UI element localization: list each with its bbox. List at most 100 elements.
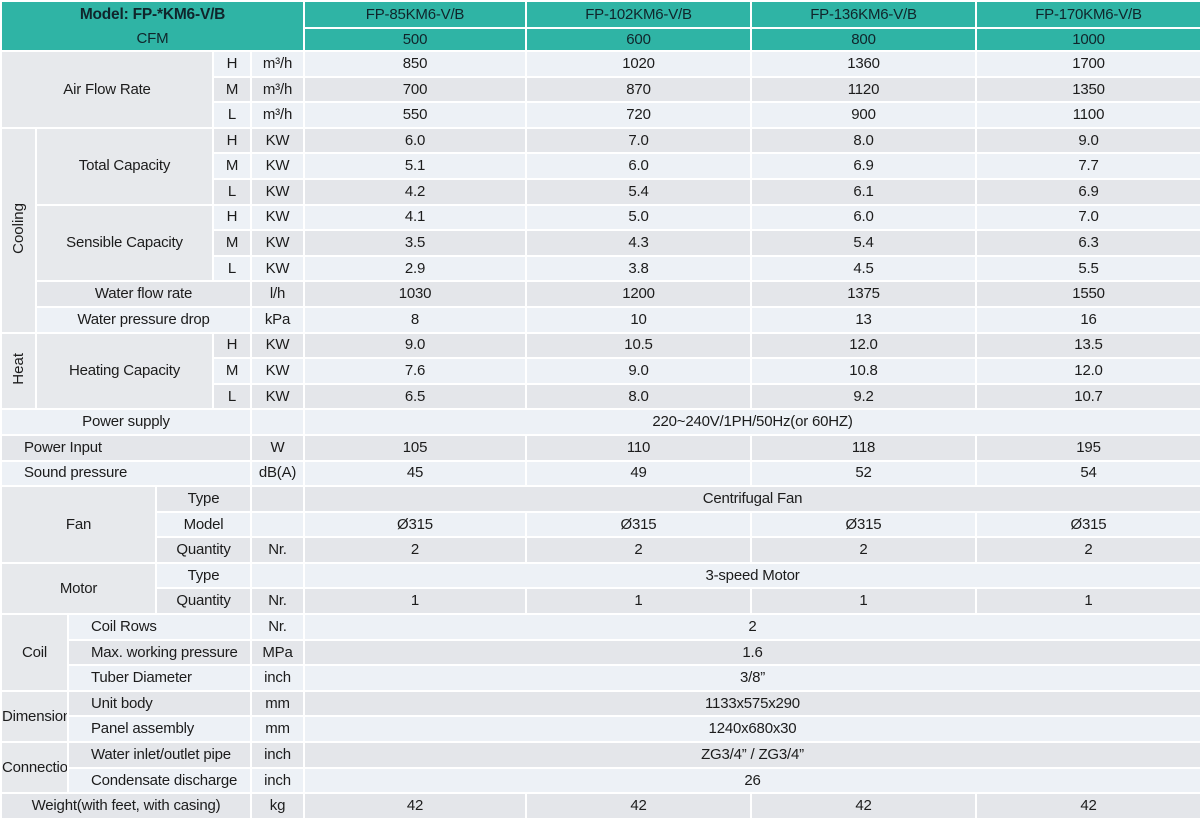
data-cell: 4.5: [750, 254, 977, 283]
data-cell: 720: [525, 101, 752, 129]
row-label-motor-type: Type: [155, 561, 252, 590]
row-label-max-working-pressure: Max. working pressure: [67, 638, 252, 667]
data-cell: 6.0: [303, 126, 527, 155]
unit-cell: KW: [250, 331, 305, 360]
speed-level-cell: H: [212, 203, 252, 232]
data-cell: 1375: [750, 280, 977, 308]
row-label-heating-capacity: Heating Capacity: [35, 331, 214, 411]
unit-cell: W: [250, 433, 305, 462]
table-row: Power Input W 105 110 118 195: [0, 433, 1200, 462]
data-cell: 1550: [975, 280, 1200, 308]
data-cell: 550: [303, 101, 527, 129]
unit-cell: m³/h: [250, 50, 305, 78]
group-label-connection: Connection: [0, 741, 69, 795]
data-cell: 3.8: [525, 254, 752, 283]
data-cell: 6.9: [750, 152, 977, 180]
data-cell: 7.6: [303, 357, 527, 385]
speed-level-cell: M: [212, 357, 252, 385]
row-label-fan-quantity: Quantity: [155, 536, 252, 564]
data-cell: 42: [750, 792, 977, 820]
unit-cell: [250, 561, 305, 590]
cfm-header-label: CFM: [136, 30, 169, 48]
unit-cell: Nr.: [250, 536, 305, 564]
data-cell: 9.0: [975, 126, 1200, 155]
data-cell: 45: [303, 459, 527, 488]
data-cell: 42: [975, 792, 1200, 820]
unit-cell: KW: [250, 126, 305, 155]
table-row: Water flow rate l/h 1030 1200 1375 1550: [1, 280, 1200, 308]
data-cell: 110: [525, 433, 752, 462]
heat-vertical-label: Heat: [9, 353, 27, 385]
data-cell: 1360: [750, 50, 977, 78]
unit-cell: KW: [250, 357, 305, 385]
unit-cell: [250, 408, 305, 436]
cfm-value-cell: 1000: [975, 27, 1200, 52]
row-label-motor-quantity: Quantity: [155, 587, 252, 616]
data-cell-tuber-diameter: 3/8”: [303, 664, 1200, 692]
table-row: Tuber Diameter inch 3/8”: [1, 664, 1200, 692]
data-cell-water-pipe: ZG3/4” / ZG3/4”: [303, 741, 1200, 769]
table-row: Model Ø315 Ø315 Ø315 Ø315: [1, 510, 1200, 539]
unit-cell: m³/h: [250, 75, 305, 104]
model-header-label: Model: FP-*KM6-V/B: [79, 5, 226, 23]
data-cell: 10: [525, 305, 752, 334]
table-row: Fan Type Centrifugal Fan: [0, 485, 1200, 564]
column-header-model-2: FP-102KM6-V/B: [525, 0, 752, 29]
unit-cell: [250, 510, 305, 539]
data-cell: 7.0: [975, 203, 1200, 232]
group-label-dimensions: Dimensions: [0, 689, 69, 744]
data-cell: 4.1: [303, 203, 527, 232]
data-cell: 9.0: [525, 357, 752, 385]
group-label-fan: Fan: [0, 485, 157, 564]
data-cell: Ø315: [975, 510, 1200, 539]
table-row: Air Flow Rate H m³/h 850 1020 1360 1700: [0, 50, 1200, 129]
speed-level-cell: L: [212, 177, 252, 206]
unit-cell: Nr.: [250, 613, 305, 641]
data-cell: 54: [975, 459, 1200, 488]
data-cell: 1200: [525, 280, 752, 308]
data-cell: 12.0: [975, 357, 1200, 385]
data-cell: 850: [303, 50, 527, 78]
table-row: M KW 7.6 9.0 10.8 12.0: [1, 357, 1200, 385]
speed-level-cell: L: [212, 101, 252, 129]
data-cell: 5.1: [303, 152, 527, 180]
unit-cell: KW: [250, 152, 305, 180]
column-header-model-3: FP-136KM6-V/B: [750, 0, 977, 29]
column-header-model-4: FP-170KM6-V/B: [975, 0, 1200, 29]
group-label-cooling: Cooling: [0, 126, 37, 334]
data-cell: 1: [525, 587, 752, 616]
data-cell: 42: [525, 792, 752, 820]
data-cell: 1120: [750, 75, 977, 104]
cfm-value-cell: 800: [750, 27, 977, 52]
data-cell: Ø315: [750, 510, 977, 539]
row-label-water-inlet-outlet-pipe: Water inlet/outlet pipe: [67, 741, 252, 769]
data-cell: 105: [303, 433, 527, 462]
unit-cell: dB(A): [250, 459, 305, 488]
data-cell-motor-type: 3-speed Motor: [303, 561, 1200, 590]
row-label-coil-rows: Coil Rows: [67, 613, 252, 641]
data-cell: 1020: [525, 50, 752, 78]
unit-cell: Nr.: [250, 587, 305, 616]
data-cell: 700: [303, 75, 527, 104]
row-label-air-flow-rate: Air Flow Rate: [0, 50, 214, 129]
unit-cell: kPa: [250, 305, 305, 334]
data-cell: 1700: [975, 50, 1200, 78]
data-cell: 10.8: [750, 357, 977, 385]
data-cell: 42: [303, 792, 527, 820]
data-cell: 7.0: [525, 126, 752, 155]
table-row: Model: FP-*KM6-V/B CFM FP-85KM6-V/B FP-1…: [0, 0, 1200, 52]
data-cell: 1: [303, 587, 527, 616]
unit-cell: [250, 485, 305, 513]
data-cell-coil-rows: 2: [303, 613, 1200, 641]
cfm-value-cell: 500: [303, 27, 527, 52]
unit-cell: KW: [250, 382, 305, 411]
group-label-coil: Coil: [0, 613, 69, 692]
speed-level-cell: L: [212, 254, 252, 283]
model-header-cell: Model: FP-*KM6-V/B CFM: [0, 0, 305, 52]
data-cell: 8.0: [750, 126, 977, 155]
cfm-value-cell: 600: [525, 27, 752, 52]
table-row: M KW 5.1 6.0 6.9 7.7: [1, 152, 1200, 180]
table-row: Weight(with feet, with casing) kg 42 42 …: [0, 792, 1200, 820]
data-cell: 2: [750, 536, 977, 564]
